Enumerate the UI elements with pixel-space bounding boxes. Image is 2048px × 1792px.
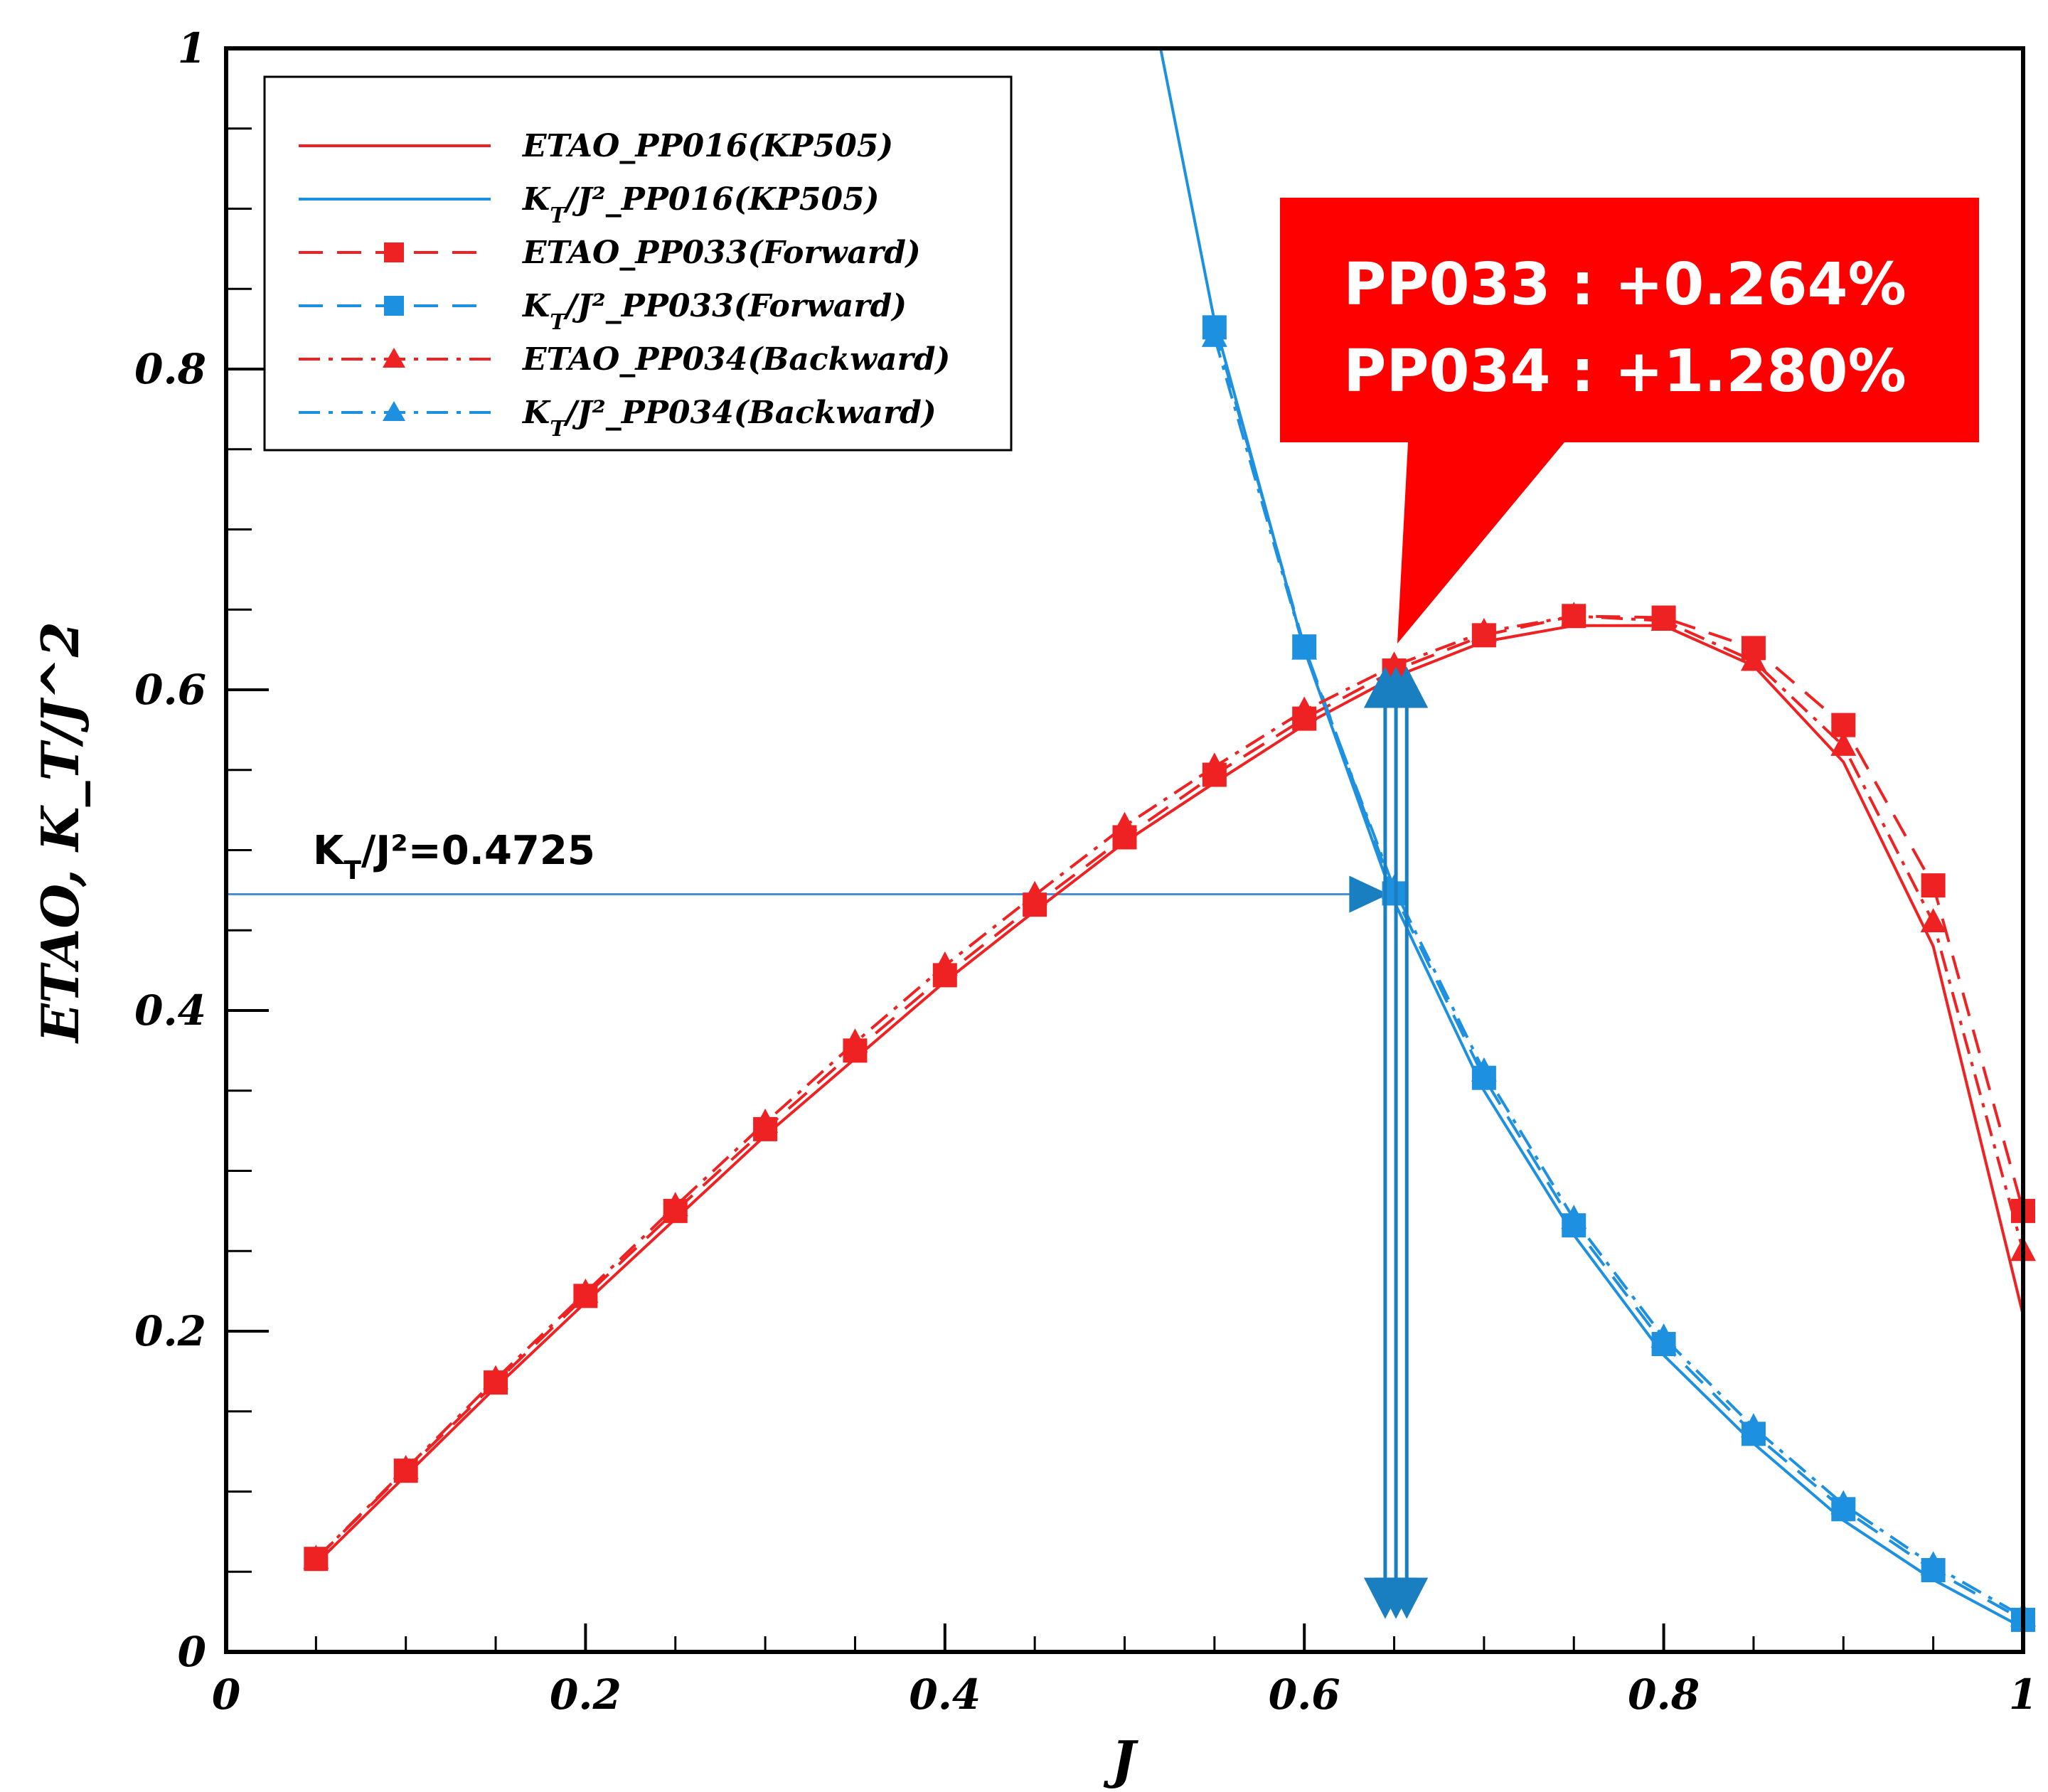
data-point-triangle <box>1381 651 1407 676</box>
legend-marker-square <box>384 242 404 262</box>
data-point-triangle <box>1381 874 1407 899</box>
y-tick-label: 0 <box>178 1628 206 1676</box>
callout-line-pp034: PP034 : +1.280% <box>1343 338 1906 405</box>
x-tick-label: 0.2 <box>550 1670 622 1719</box>
data-point-triangle <box>1291 635 1318 660</box>
legend-marker-square <box>384 296 404 316</box>
data-point-triangle <box>1920 907 1946 932</box>
data-point-triangle <box>483 1365 509 1390</box>
data-point-triangle <box>303 1545 329 1569</box>
data-point-triangle <box>1650 1323 1677 1348</box>
legend-label-2: ETAO_PP033(Forward) <box>521 235 921 271</box>
y-tick-label: 0.8 <box>134 345 206 393</box>
improvement-callout: PP033 : +0.264% PP034 : +1.280% <box>1280 198 1979 644</box>
legend-label-5: KT/J²_PP034(Backward) <box>521 395 937 442</box>
callout-shape <box>1280 198 1979 644</box>
data-point-triangle <box>1291 696 1318 721</box>
data-point-triangle <box>572 1278 599 1303</box>
data-point-triangle <box>662 1192 688 1217</box>
y-tick-label: 0.6 <box>134 666 206 714</box>
data-point-triangle <box>1561 602 1587 626</box>
series-line-5 <box>1212 336 2024 1618</box>
data-point-triangle <box>752 1108 779 1133</box>
legend-box <box>263 75 1013 452</box>
data-point-triangle <box>1650 607 1677 631</box>
callout-line-pp033: PP033 : +0.264% <box>1343 251 1906 319</box>
vertical-arrowhead-up <box>1385 666 1429 708</box>
series-line-3 <box>1212 326 2024 1621</box>
x-tick-label: 0.8 <box>1628 1670 1700 1719</box>
plot-frame <box>224 46 2025 1654</box>
data-point-triangle <box>1201 752 1227 777</box>
data-point-triangle <box>1022 880 1048 905</box>
data-point-triangle <box>1920 1551 1946 1576</box>
data-point-triangle <box>842 1028 868 1053</box>
y-tick-label: 1 <box>178 24 206 73</box>
x-tick-label: 0 <box>212 1670 240 1719</box>
data-point-triangle <box>1201 322 1227 347</box>
y-tick-label: 0.2 <box>134 1307 206 1355</box>
x-tick-label: 0.4 <box>909 1670 981 1719</box>
data-point-triangle <box>1740 1413 1766 1438</box>
data-point-triangle <box>1740 646 1766 671</box>
data-point-triangle <box>1830 1490 1857 1515</box>
data-point-triangle <box>1471 617 1497 642</box>
reference-arrowhead <box>1349 875 1389 913</box>
x-tick-label: 0.6 <box>1269 1670 1340 1719</box>
legend-marker-triangle <box>383 348 405 368</box>
kt-j2-reference-label: KT/J²=0.4725 <box>313 828 595 885</box>
data-point-triangle <box>1111 811 1138 836</box>
legend-marker-triangle <box>383 401 405 421</box>
series-line-0 <box>314 624 2025 1565</box>
legend-label-1: KT/J²_PP016(KP505) <box>521 181 880 228</box>
legend-label-0: ETAO_PP016(KP505) <box>521 128 893 164</box>
data-point-triangle <box>1471 1057 1497 1082</box>
series-line-2 <box>314 614 2025 1560</box>
y-tick-label: 0.4 <box>134 986 206 1035</box>
data-point-triangle <box>1830 731 1857 756</box>
data-point-triangle <box>393 1454 419 1479</box>
vertical-arrowhead-down <box>1385 1577 1429 1619</box>
legend-label-4: ETAO_PP034(Backward) <box>521 341 950 378</box>
legend: ETAO_PP016(KP505) KT/J²_PP016(KP505) ETAO_… <box>263 75 1013 452</box>
data-point-triangle <box>1561 1205 1587 1230</box>
x-tick-label: 1 <box>2009 1670 2037 1719</box>
series-line-4 <box>314 614 2025 1560</box>
data-point-triangle <box>932 951 958 976</box>
data-point-square <box>1921 873 1946 898</box>
y-axis-title: ETAO, K_T/J^2 <box>30 622 90 1044</box>
legend-label-3: KT/J²_PP033(Forward) <box>521 288 907 335</box>
